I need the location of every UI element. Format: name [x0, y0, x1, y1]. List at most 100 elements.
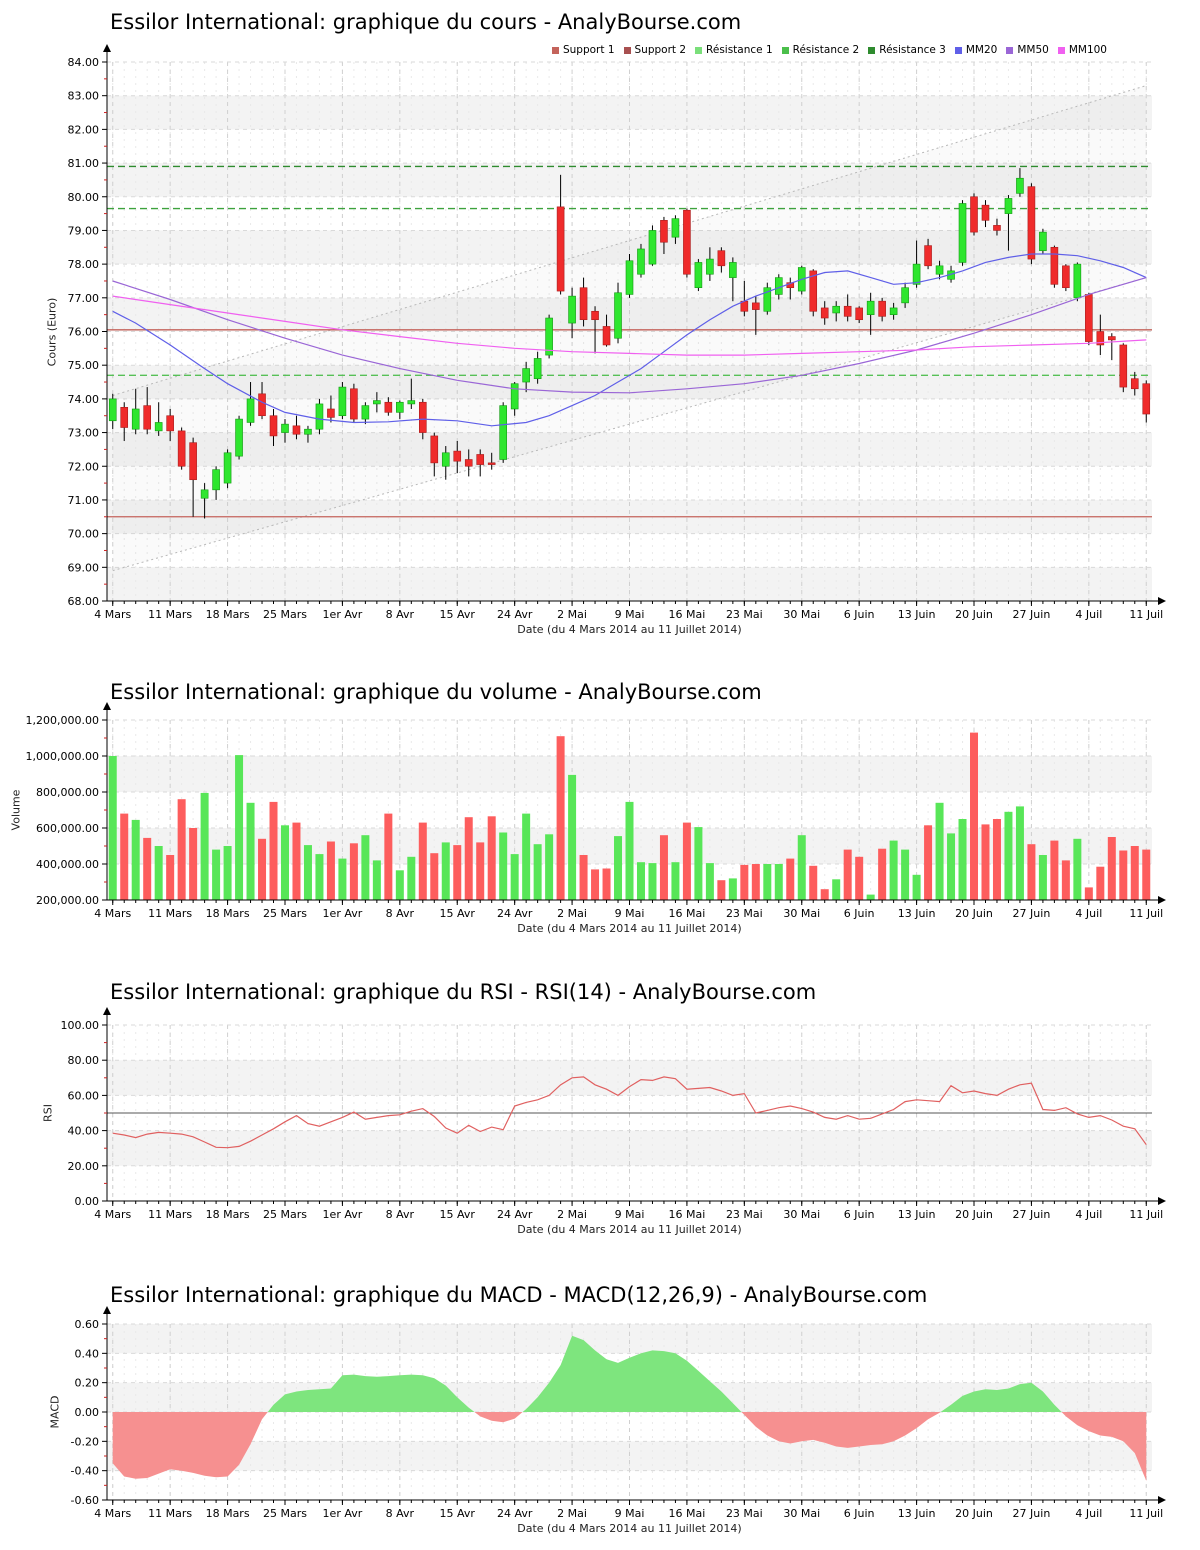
- price-y-axis-arrow-icon: [103, 44, 111, 52]
- volume-bar: [728, 878, 737, 900]
- svg-text:20.00: 20.00: [68, 1160, 100, 1173]
- legend-item-r-sistance-2: Résistance 2: [781, 44, 859, 56]
- svg-text:11 Juil: 11 Juil: [1129, 608, 1163, 621]
- svg-text:-0.20: -0.20: [71, 1435, 99, 1448]
- volume-bar: [108, 756, 117, 900]
- volume-bar: [843, 849, 852, 900]
- volume-bar: [958, 819, 967, 900]
- volume-bar: [1050, 840, 1059, 900]
- volume-bar: [889, 840, 898, 900]
- volume-bar: [372, 860, 381, 900]
- svg-text:8 Avr: 8 Avr: [386, 1208, 415, 1221]
- candle-body: [1096, 331, 1105, 346]
- volume-bar: [1119, 850, 1128, 900]
- svg-text:40.00: 40.00: [68, 1125, 100, 1138]
- svg-text:68.00: 68.00: [68, 595, 100, 608]
- volume-bar: [395, 870, 404, 900]
- volume-bar: [659, 835, 668, 900]
- svg-text:79.00: 79.00: [68, 224, 100, 237]
- svg-text:800,000.00: 800,000.00: [36, 786, 99, 799]
- svg-text:9 Mai: 9 Mai: [615, 1507, 645, 1520]
- candle-body: [1027, 186, 1036, 260]
- svg-text:11 Mars: 11 Mars: [148, 608, 192, 621]
- price-mm20-line: [112, 253, 1147, 427]
- macd-x-axis-arrow-icon: [1158, 1496, 1166, 1504]
- candle-body: [637, 248, 645, 275]
- svg-text:27 Juin: 27 Juin: [1013, 907, 1051, 920]
- svg-text:100.00: 100.00: [61, 1019, 100, 1032]
- svg-text:20 Juin: 20 Juin: [955, 1507, 993, 1520]
- svg-text:-0.40: -0.40: [71, 1465, 99, 1478]
- rsi-x-axis-arrow-icon: [1158, 1197, 1166, 1205]
- candle-body: [522, 368, 530, 383]
- candle-body: [166, 415, 174, 432]
- svg-text:2 Mai: 2 Mai: [557, 1507, 587, 1520]
- candle-body: [878, 300, 886, 317]
- volume-bar: [384, 813, 393, 900]
- volume-y-axis-arrow-icon: [103, 702, 111, 710]
- svg-text:24 Avr: 24 Avr: [497, 608, 533, 621]
- price-chart-plot: 68.00 69.00 70.00 71.00 72.00 73.00 74.00 75.00…: [68, 44, 1166, 621]
- svg-text:75.00: 75.00: [68, 359, 100, 372]
- svg-text:80.00: 80.00: [68, 191, 100, 204]
- volume-x-axis-label: Date (du 4 Mars 2014 au 11 Juillet 2014): [517, 922, 742, 935]
- candle-body: [1004, 198, 1013, 214]
- legend-item-r-sistance-3: Résistance 3: [868, 44, 946, 56]
- svg-text:30 Mai: 30 Mai: [783, 608, 820, 621]
- svg-text:11 Mars: 11 Mars: [148, 1507, 192, 1520]
- svg-text:4 Mars: 4 Mars: [94, 608, 131, 621]
- volume-bar: [671, 862, 680, 900]
- candle-body: [1039, 231, 1047, 251]
- svg-text:600,000.00: 600,000.00: [36, 822, 99, 835]
- candle-body: [602, 326, 611, 346]
- candle-body: [235, 418, 243, 457]
- svg-text:20 Juin: 20 Juin: [955, 907, 993, 920]
- legend-item-mm20: MM20: [954, 44, 997, 56]
- candle-body: [671, 218, 680, 238]
- price-mm100-line: [112, 295, 1147, 356]
- volume-bar: [269, 801, 278, 900]
- volume-bar: [820, 889, 829, 900]
- price-x-axis-label: Date (du 4 Mars 2014 au 11 Juillet 2014): [517, 623, 742, 636]
- candle-body: [648, 230, 657, 265]
- svg-text:0.00: 0.00: [75, 1406, 100, 1419]
- candle-body: [131, 408, 140, 430]
- candle-body: [418, 401, 427, 433]
- volume-bar: [212, 849, 221, 900]
- candle-body: [625, 260, 634, 295]
- svg-text:0.40: 0.40: [75, 1347, 100, 1360]
- svg-text:9 Mai: 9 Mai: [615, 1208, 645, 1221]
- volume-bar: [246, 802, 255, 900]
- svg-text:30 Mai: 30 Mai: [783, 1208, 820, 1221]
- candle-body: [464, 459, 473, 467]
- svg-text:4 Juil: 4 Juil: [1075, 1507, 1102, 1520]
- volume-bar: [1027, 844, 1036, 900]
- svg-text:18 Mars: 18 Mars: [206, 1208, 250, 1221]
- volume-bar: [430, 853, 439, 900]
- legend-swatch-icon: [781, 46, 789, 54]
- svg-text:4 Juil: 4 Juil: [1075, 608, 1102, 621]
- svg-text:4 Mars: 4 Mars: [94, 1507, 131, 1520]
- svg-text:16 Mai: 16 Mai: [669, 907, 706, 920]
- svg-text:16 Mai: 16 Mai: [669, 608, 706, 621]
- legend-item-support-1: Support 1: [551, 44, 615, 56]
- candle-body: [912, 263, 921, 285]
- svg-text:1er Avr: 1er Avr: [323, 907, 363, 920]
- volume-bar: [476, 842, 485, 900]
- candle-body: [510, 383, 519, 410]
- candle-body: [1050, 246, 1059, 285]
- candle-body: [361, 405, 370, 420]
- legend-swatch-icon: [1057, 46, 1065, 54]
- candle-body: [855, 307, 863, 321]
- price-week-gridlines: [112, 62, 1147, 601]
- svg-text:24 Avr: 24 Avr: [497, 1507, 533, 1520]
- volume-bar: [166, 855, 175, 900]
- candle-body: [717, 250, 726, 267]
- candle-body: [453, 450, 462, 462]
- svg-text:13 Juin: 13 Juin: [898, 907, 936, 920]
- legend-item-mm100: MM100: [1057, 44, 1107, 56]
- volume-bar: [1073, 838, 1082, 900]
- svg-text:81.00: 81.00: [68, 157, 100, 170]
- candle-body: [407, 400, 416, 405]
- candle-body: [1062, 265, 1070, 289]
